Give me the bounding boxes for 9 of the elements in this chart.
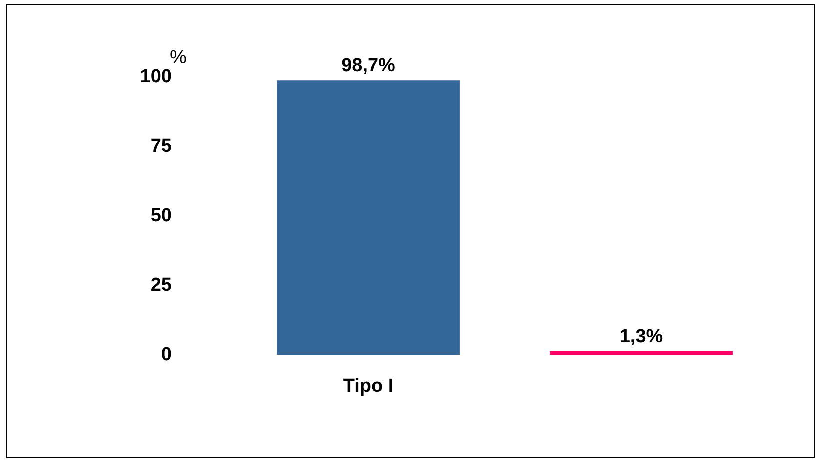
y-axis-title: % — [170, 48, 187, 69]
y-tick-label: 0 — [161, 344, 172, 366]
x-tick-label: Tipo I — [343, 376, 394, 397]
y-tick-label: 25 — [150, 275, 172, 296]
data-label: 98,7% — [342, 56, 396, 77]
y-tick-label: 100 — [140, 66, 172, 88]
data-label: 1,3% — [620, 326, 664, 348]
y-tick-label: 75 — [150, 136, 172, 157]
y-tick-label: 50 — [150, 206, 172, 226]
